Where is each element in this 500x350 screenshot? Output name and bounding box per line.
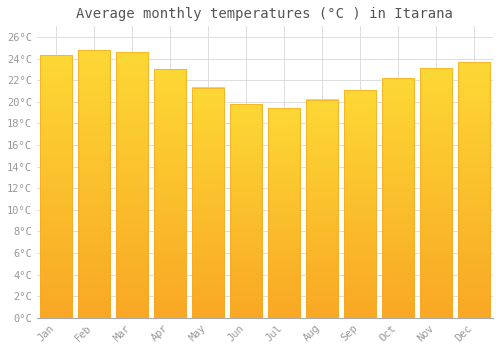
Title: Average monthly temperatures (°C ) in Itarana: Average monthly temperatures (°C ) in It…: [76, 7, 454, 21]
